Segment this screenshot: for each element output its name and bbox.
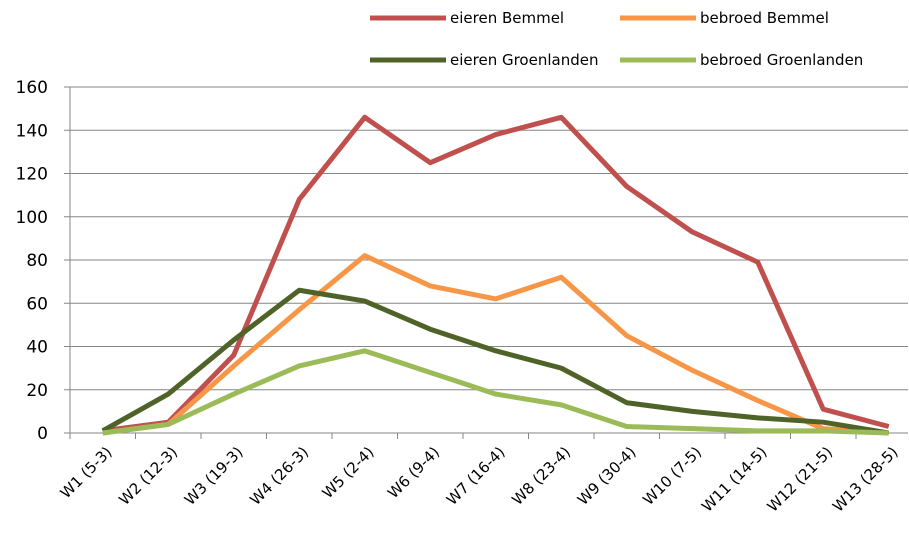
y-tick-label: 120 — [16, 165, 48, 185]
legend-label: eieren Bemmel — [450, 9, 564, 27]
x-tick-label: W2 (12-3) — [115, 443, 181, 509]
series-line — [102, 114, 890, 434]
y-tick-label: 80 — [26, 251, 48, 271]
y-tick-label: 100 — [16, 208, 48, 228]
x-tick-label: W6 (9-4) — [384, 443, 443, 502]
legend-label: bebroed Bemmel — [700, 9, 829, 27]
legend-label: bebroed Groenlanden — [700, 51, 863, 69]
x-tick-label: W12 (21-5) — [764, 443, 836, 515]
x-tick-label: W9 (30-4) — [574, 443, 640, 509]
y-tick-label: 20 — [26, 381, 48, 401]
y-tick-label: 40 — [26, 338, 48, 358]
legend-label: eieren Groenlanden — [450, 51, 598, 69]
x-tick-label: W7 (16-4) — [443, 443, 509, 509]
x-tick-label: W8 (23-4) — [508, 443, 574, 509]
y-tick-label: 60 — [26, 294, 48, 314]
y-tick-label: 160 — [16, 78, 48, 98]
x-tick-label: W11 (14-5) — [698, 443, 770, 515]
x-tick-label: W1 (5-3) — [57, 443, 116, 502]
x-tick-label: W10 (7-5) — [639, 443, 705, 509]
series-line — [101, 287, 890, 436]
series-line — [102, 253, 889, 436]
x-tick-label: W4 (26-3) — [246, 443, 312, 509]
y-tick-label: 140 — [16, 121, 48, 141]
series-line — [102, 348, 889, 436]
x-tick-label: W5 (2-4) — [319, 443, 378, 502]
x-tick-label: W3 (19-3) — [181, 443, 247, 509]
y-tick-label: 0 — [37, 424, 48, 444]
x-tick-label: W13 (28-5) — [829, 443, 901, 515]
